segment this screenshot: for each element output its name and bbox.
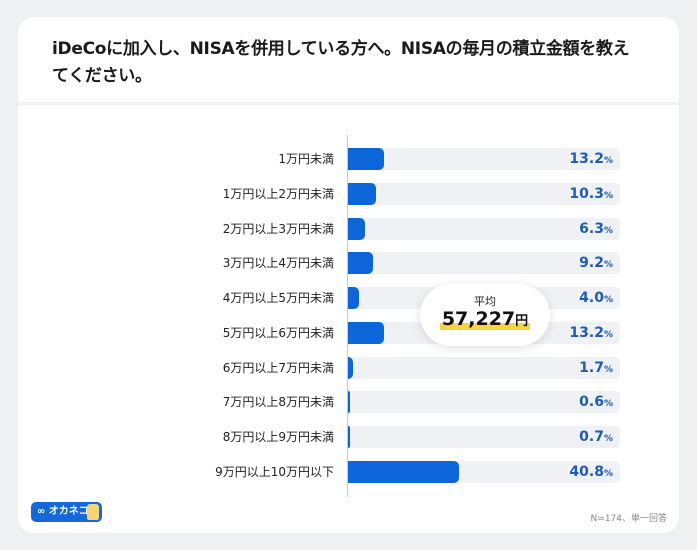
average-label: 平均	[474, 295, 496, 308]
bar-track	[348, 148, 620, 170]
value-unit: %	[603, 469, 613, 479]
category-label: 6万円以上7万円未満	[222, 361, 334, 375]
value-number: 9.2	[579, 255, 604, 271]
bar-track	[348, 357, 620, 379]
value-label: 0.6%	[579, 391, 613, 415]
value-unit: %	[603, 156, 613, 166]
value-unit: %	[603, 365, 613, 375]
category-label: 4万円以上5万円未満	[222, 291, 334, 305]
value-number: 13.2	[569, 325, 604, 341]
value-label: 13.2%	[569, 148, 613, 172]
value-unit: %	[603, 191, 613, 201]
category-label: 8万円以上9万円未満	[222, 430, 334, 444]
value-label: 0.7%	[579, 426, 613, 450]
bar	[348, 426, 350, 448]
category-label: 1万円以上2万円未満	[222, 187, 334, 201]
category-label: 2万円以上3万円未満	[222, 222, 334, 236]
value-number: 4.0	[579, 290, 604, 306]
bar-track	[348, 391, 620, 413]
bar-track	[348, 252, 620, 274]
value-number: 13.2	[569, 151, 604, 167]
value-unit: %	[603, 330, 613, 340]
bar-track	[348, 218, 620, 240]
category-label: 3万円以上4万円未満	[222, 256, 334, 270]
bar-track	[348, 426, 620, 448]
value-number: 0.6	[579, 394, 604, 410]
average-callout: 平均 57,227円	[420, 284, 550, 346]
bar	[348, 183, 377, 205]
value-number: 1.7	[579, 360, 604, 376]
value-label: 40.8%	[569, 461, 613, 485]
value-number: 40.8	[569, 464, 604, 480]
header-divider	[18, 102, 679, 105]
category-label: 9万円以上10万円以下	[215, 465, 334, 479]
category-label: 1万円未満	[278, 152, 334, 166]
value-unit: %	[603, 295, 613, 305]
bar	[348, 461, 459, 483]
bar	[348, 252, 374, 274]
bar-track	[348, 183, 620, 205]
value-label: 13.2%	[569, 322, 613, 346]
value-unit: %	[603, 399, 613, 409]
category-label: 5万円以上6万円未満	[222, 326, 334, 340]
logo-text: ∞ オカネコ	[37, 506, 89, 517]
bar	[348, 287, 359, 309]
bar	[348, 357, 353, 379]
value-unit: %	[603, 260, 613, 270]
chart-title: iDeCoに加入し、NISAを併用している方へ。NISAの毎月の積立金額を教え …	[52, 36, 652, 90]
value-label: 1.7%	[579, 357, 613, 381]
okaneko-logo: ∞ オカネコ	[31, 502, 102, 522]
average-number: 57,227	[441, 308, 516, 330]
bar	[348, 322, 384, 344]
value-label: 6.3%	[579, 218, 613, 242]
value-number: 0.7	[579, 429, 604, 445]
category-label: 7万円以上8万円未満	[222, 395, 334, 409]
value-label: 10.3%	[569, 183, 613, 207]
chart-title-line1: iDeCoに加入し、NISAを併用している方へ。NISAの毎月の積立金額を教え	[52, 39, 630, 59]
sample-footnote: N=174、単一回答	[590, 514, 667, 524]
value-label: 9.2%	[579, 252, 613, 276]
chart-title-line2: てください。	[52, 66, 152, 86]
average-unit: 円	[515, 314, 529, 329]
bar	[348, 218, 366, 240]
value-number: 6.3	[579, 221, 604, 237]
cat-mascot-icon	[87, 504, 99, 520]
value-unit: %	[603, 434, 613, 444]
value-number: 10.3	[569, 186, 604, 202]
y-axis-line	[347, 135, 348, 497]
value-label: 4.0%	[579, 287, 613, 311]
value-unit: %	[603, 226, 613, 236]
average-value: 57,227円	[420, 308, 550, 330]
bar	[348, 391, 350, 413]
bar	[348, 148, 384, 170]
